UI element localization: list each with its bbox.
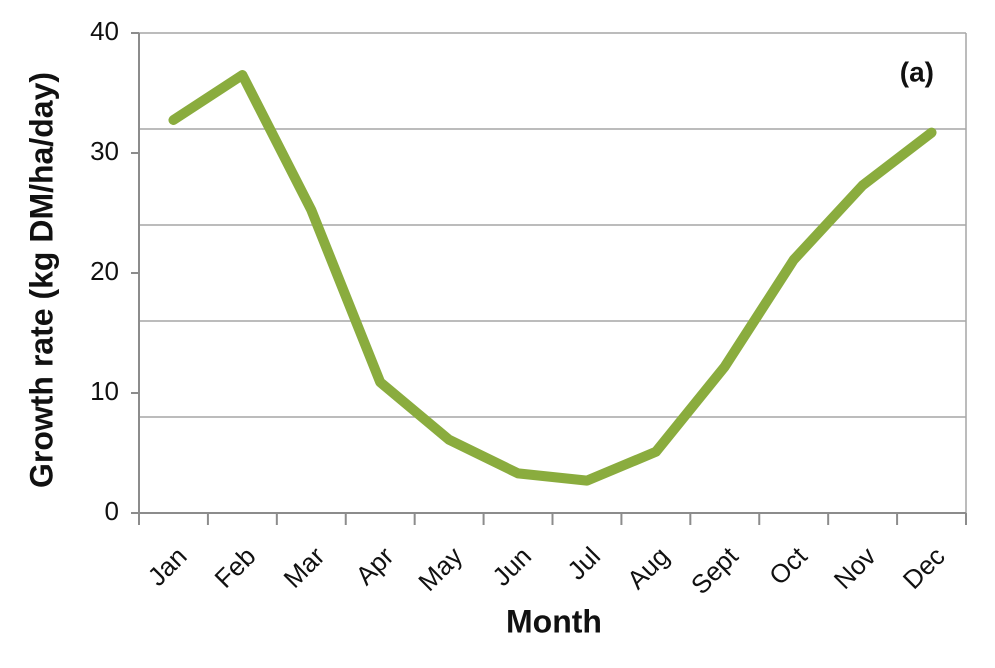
- y-tick-label: 20: [90, 256, 119, 286]
- y-tick-label: 40: [90, 16, 119, 46]
- x-tick-label: May: [412, 541, 468, 597]
- x-tick-label: Jul: [561, 541, 606, 586]
- y-tick-label: 30: [90, 136, 119, 166]
- x-tick-label: Sept: [685, 540, 745, 600]
- x-tick-label: Apr: [349, 541, 399, 591]
- x-tick-label: Dec: [897, 541, 951, 595]
- y-tick-label: 10: [90, 376, 119, 406]
- annotation: (a): [900, 56, 934, 87]
- x-tick-label: Nov: [828, 541, 882, 595]
- x-tick-label: Feb: [209, 541, 262, 594]
- x-tick-label: Jan: [142, 541, 193, 592]
- y-tick-label: 0: [105, 496, 119, 526]
- x-tick-label: Oct: [763, 540, 813, 590]
- x-tick-label: Jun: [486, 541, 537, 592]
- x-axis-title: Month: [506, 603, 602, 639]
- y-axis-title: Growth rate (kg DM/ha/day): [23, 72, 59, 488]
- x-tick-label: Aug: [621, 541, 675, 595]
- data-line: [168, 70, 937, 486]
- x-tick-label: Mar: [278, 541, 331, 594]
